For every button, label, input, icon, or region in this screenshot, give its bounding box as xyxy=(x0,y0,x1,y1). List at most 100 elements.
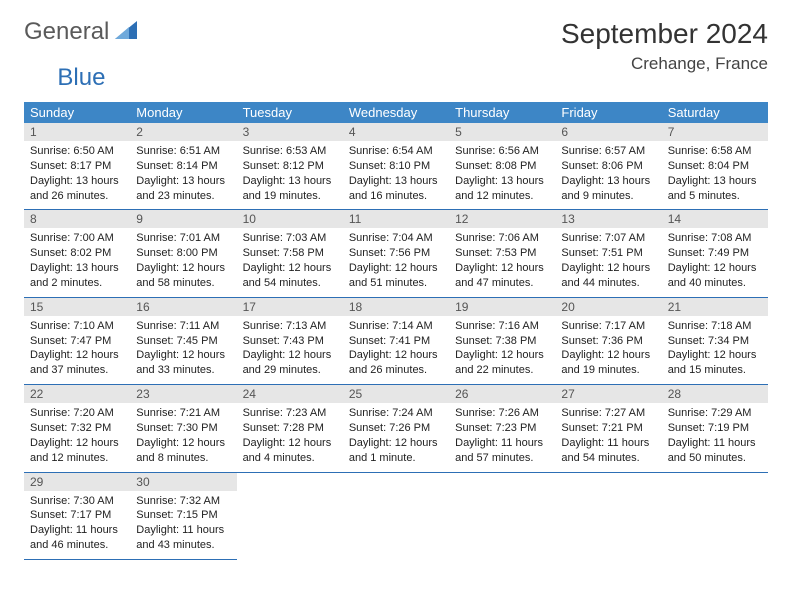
calendar-day-cell: 17Sunrise: 7:13 AMSunset: 7:43 PMDayligh… xyxy=(237,297,343,384)
day-details: Sunrise: 7:07 AMSunset: 7:51 PMDaylight:… xyxy=(555,228,661,296)
day-number: 21 xyxy=(662,298,768,316)
day-number: 1 xyxy=(24,123,130,141)
day-number: 12 xyxy=(449,210,555,228)
day-details: Sunrise: 7:20 AMSunset: 7:32 PMDaylight:… xyxy=(24,403,130,471)
day-number: 17 xyxy=(237,298,343,316)
calendar-week-row: 22Sunrise: 7:20 AMSunset: 7:32 PMDayligh… xyxy=(24,385,768,472)
day-number: 15 xyxy=(24,298,130,316)
day-details: Sunrise: 7:13 AMSunset: 7:43 PMDaylight:… xyxy=(237,316,343,384)
weekday-header: Friday xyxy=(555,102,661,123)
day-number: 27 xyxy=(555,385,661,403)
calendar-day-cell: 20Sunrise: 7:17 AMSunset: 7:36 PMDayligh… xyxy=(555,297,661,384)
calendar-day-cell: 26Sunrise: 7:26 AMSunset: 7:23 PMDayligh… xyxy=(449,385,555,472)
day-number: 25 xyxy=(343,385,449,403)
day-details: Sunrise: 7:01 AMSunset: 8:00 PMDaylight:… xyxy=(130,228,236,296)
day-details: Sunrise: 7:08 AMSunset: 7:49 PMDaylight:… xyxy=(662,228,768,296)
calendar-day-cell: 30Sunrise: 7:32 AMSunset: 7:15 PMDayligh… xyxy=(130,472,236,559)
calendar-day-cell: 1Sunrise: 6:50 AMSunset: 8:17 PMDaylight… xyxy=(24,123,130,210)
calendar-day-cell: 18Sunrise: 7:14 AMSunset: 7:41 PMDayligh… xyxy=(343,297,449,384)
day-number: 4 xyxy=(343,123,449,141)
calendar-day-cell: 21Sunrise: 7:18 AMSunset: 7:34 PMDayligh… xyxy=(662,297,768,384)
day-number: 20 xyxy=(555,298,661,316)
day-details: Sunrise: 7:29 AMSunset: 7:19 PMDaylight:… xyxy=(662,403,768,471)
day-number: 28 xyxy=(662,385,768,403)
calendar-day-cell: 11Sunrise: 7:04 AMSunset: 7:56 PMDayligh… xyxy=(343,210,449,297)
brand-triangle-icon xyxy=(115,21,137,44)
calendar-day-cell: 6Sunrise: 6:57 AMSunset: 8:06 PMDaylight… xyxy=(555,123,661,210)
day-number: 8 xyxy=(24,210,130,228)
calendar-day-cell: 27Sunrise: 7:27 AMSunset: 7:21 PMDayligh… xyxy=(555,385,661,472)
day-number: 7 xyxy=(662,123,768,141)
day-number: 9 xyxy=(130,210,236,228)
brand-logo: General xyxy=(24,18,141,46)
day-details: Sunrise: 7:24 AMSunset: 7:26 PMDaylight:… xyxy=(343,403,449,471)
day-details: Sunrise: 7:30 AMSunset: 7:17 PMDaylight:… xyxy=(24,491,130,559)
day-details: Sunrise: 6:56 AMSunset: 8:08 PMDaylight:… xyxy=(449,141,555,209)
day-details: Sunrise: 6:51 AMSunset: 8:14 PMDaylight:… xyxy=(130,141,236,209)
day-number: 2 xyxy=(130,123,236,141)
calendar-table: SundayMondayTuesdayWednesdayThursdayFrid… xyxy=(24,102,768,560)
day-number: 16 xyxy=(130,298,236,316)
calendar-day-cell: 19Sunrise: 7:16 AMSunset: 7:38 PMDayligh… xyxy=(449,297,555,384)
day-number: 18 xyxy=(343,298,449,316)
day-details: Sunrise: 7:27 AMSunset: 7:21 PMDaylight:… xyxy=(555,403,661,471)
calendar-day-cell: 2Sunrise: 6:51 AMSunset: 8:14 PMDaylight… xyxy=(130,123,236,210)
calendar-day-cell: 3Sunrise: 6:53 AMSunset: 8:12 PMDaylight… xyxy=(237,123,343,210)
calendar-day-cell xyxy=(555,472,661,559)
day-details: Sunrise: 6:54 AMSunset: 8:10 PMDaylight:… xyxy=(343,141,449,209)
day-number: 30 xyxy=(130,473,236,491)
weekday-header-row: SundayMondayTuesdayWednesdayThursdayFrid… xyxy=(24,102,768,123)
calendar-day-cell: 28Sunrise: 7:29 AMSunset: 7:19 PMDayligh… xyxy=(662,385,768,472)
day-details: Sunrise: 7:32 AMSunset: 7:15 PMDaylight:… xyxy=(130,491,236,559)
weekday-header: Thursday xyxy=(449,102,555,123)
calendar-day-cell: 10Sunrise: 7:03 AMSunset: 7:58 PMDayligh… xyxy=(237,210,343,297)
day-number: 6 xyxy=(555,123,661,141)
calendar-day-cell: 22Sunrise: 7:20 AMSunset: 7:32 PMDayligh… xyxy=(24,385,130,472)
day-details: Sunrise: 6:58 AMSunset: 8:04 PMDaylight:… xyxy=(662,141,768,209)
calendar-day-cell: 7Sunrise: 6:58 AMSunset: 8:04 PMDaylight… xyxy=(662,123,768,210)
calendar-day-cell: 23Sunrise: 7:21 AMSunset: 7:30 PMDayligh… xyxy=(130,385,236,472)
day-number: 11 xyxy=(343,210,449,228)
day-number: 19 xyxy=(449,298,555,316)
weekday-header: Sunday xyxy=(24,102,130,123)
day-details: Sunrise: 7:18 AMSunset: 7:34 PMDaylight:… xyxy=(662,316,768,384)
day-number: 29 xyxy=(24,473,130,491)
calendar-day-cell: 16Sunrise: 7:11 AMSunset: 7:45 PMDayligh… xyxy=(130,297,236,384)
calendar-day-cell: 9Sunrise: 7:01 AMSunset: 8:00 PMDaylight… xyxy=(130,210,236,297)
day-number: 10 xyxy=(237,210,343,228)
day-number: 14 xyxy=(662,210,768,228)
calendar-day-cell: 8Sunrise: 7:00 AMSunset: 8:02 PMDaylight… xyxy=(24,210,130,297)
day-number: 26 xyxy=(449,385,555,403)
day-details: Sunrise: 6:50 AMSunset: 8:17 PMDaylight:… xyxy=(24,141,130,209)
location-label: Crehange, France xyxy=(561,54,768,74)
day-details: Sunrise: 7:04 AMSunset: 7:56 PMDaylight:… xyxy=(343,228,449,296)
calendar-day-cell: 5Sunrise: 6:56 AMSunset: 8:08 PMDaylight… xyxy=(449,123,555,210)
day-details: Sunrise: 7:23 AMSunset: 7:28 PMDaylight:… xyxy=(237,403,343,471)
day-details: Sunrise: 7:17 AMSunset: 7:36 PMDaylight:… xyxy=(555,316,661,384)
calendar-week-row: 29Sunrise: 7:30 AMSunset: 7:17 PMDayligh… xyxy=(24,472,768,559)
day-details: Sunrise: 7:03 AMSunset: 7:58 PMDaylight:… xyxy=(237,228,343,296)
calendar-day-cell: 15Sunrise: 7:10 AMSunset: 7:47 PMDayligh… xyxy=(24,297,130,384)
calendar-day-cell xyxy=(237,472,343,559)
day-details: Sunrise: 7:11 AMSunset: 7:45 PMDaylight:… xyxy=(130,316,236,384)
day-number: 3 xyxy=(237,123,343,141)
calendar-week-row: 8Sunrise: 7:00 AMSunset: 8:02 PMDaylight… xyxy=(24,210,768,297)
calendar-day-cell xyxy=(662,472,768,559)
calendar-day-cell xyxy=(449,472,555,559)
calendar-day-cell: 14Sunrise: 7:08 AMSunset: 7:49 PMDayligh… xyxy=(662,210,768,297)
weekday-header: Wednesday xyxy=(343,102,449,123)
calendar-day-cell xyxy=(343,472,449,559)
day-details: Sunrise: 7:10 AMSunset: 7:47 PMDaylight:… xyxy=(24,316,130,384)
title-block: September 2024 Crehange, France xyxy=(561,18,768,82)
day-details: Sunrise: 6:53 AMSunset: 8:12 PMDaylight:… xyxy=(237,141,343,209)
brand-text-general: General xyxy=(24,18,109,46)
day-number: 23 xyxy=(130,385,236,403)
day-details: Sunrise: 6:57 AMSunset: 8:06 PMDaylight:… xyxy=(555,141,661,209)
calendar-day-cell: 29Sunrise: 7:30 AMSunset: 7:17 PMDayligh… xyxy=(24,472,130,559)
weekday-header: Tuesday xyxy=(237,102,343,123)
day-details: Sunrise: 7:06 AMSunset: 7:53 PMDaylight:… xyxy=(449,228,555,296)
calendar-week-row: 1Sunrise: 6:50 AMSunset: 8:17 PMDaylight… xyxy=(24,123,768,210)
day-details: Sunrise: 7:26 AMSunset: 7:23 PMDaylight:… xyxy=(449,403,555,471)
page-title: September 2024 xyxy=(561,18,768,50)
calendar-day-cell: 25Sunrise: 7:24 AMSunset: 7:26 PMDayligh… xyxy=(343,385,449,472)
